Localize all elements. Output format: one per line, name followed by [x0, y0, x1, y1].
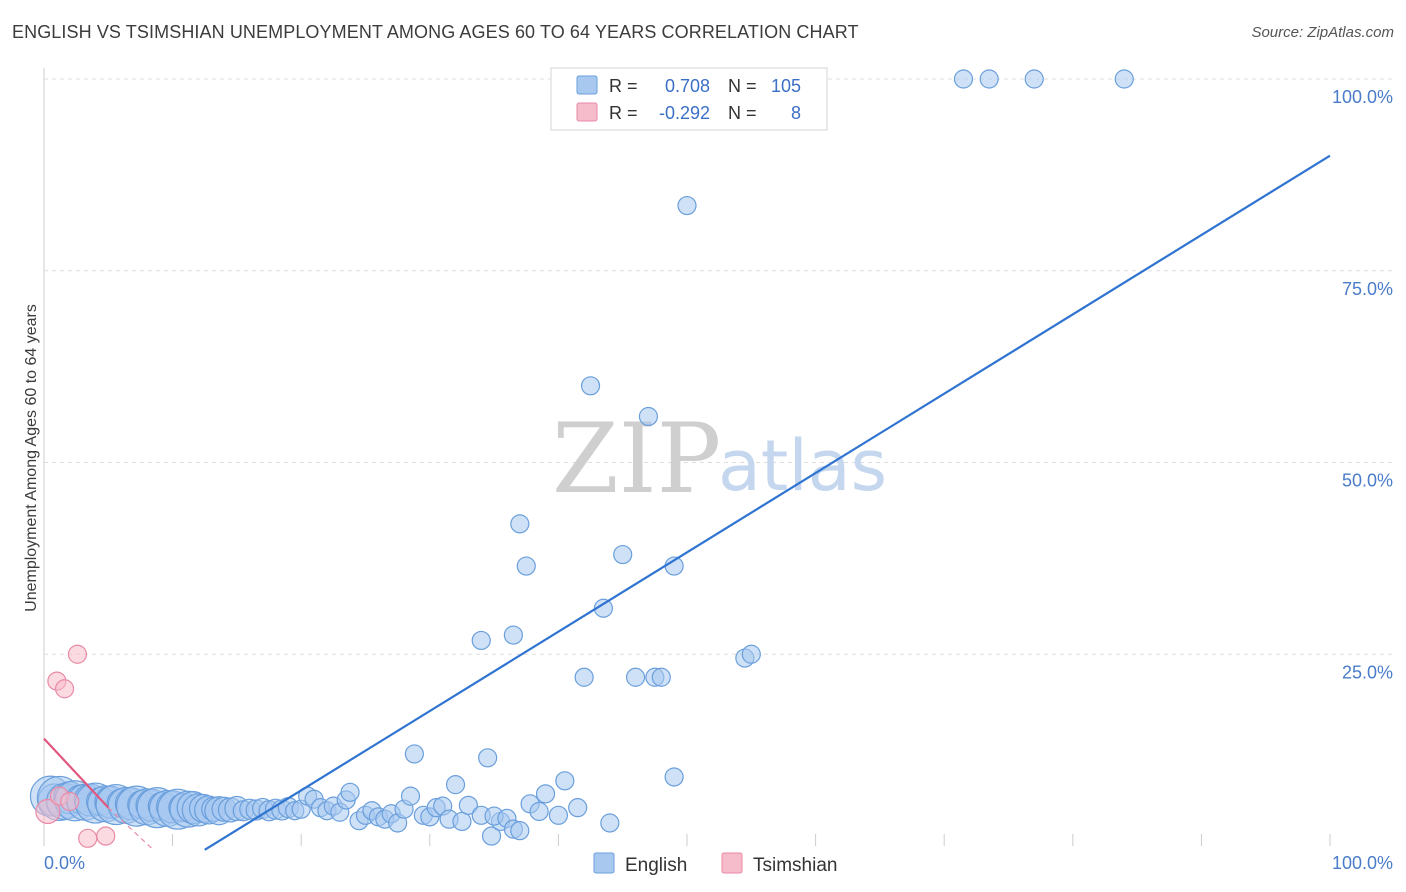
english-point: [613, 544, 633, 565]
english-point: [481, 826, 502, 846]
tsimshian-point: [78, 828, 98, 848]
english-point: [535, 784, 556, 804]
y-tick-label-50: 50.0%: [1342, 471, 1393, 491]
legend-swatch-english: [576, 75, 598, 95]
legend-r-value-english: 0.708: [665, 76, 710, 96]
tsimshian-trendline: [43, 737, 110, 809]
english-point: [478, 748, 498, 768]
y-tick-label-25: 25.0%: [1342, 662, 1393, 682]
y-tick-label-75: 75.0%: [1342, 279, 1393, 299]
y-axis-tick-labels: 25.0% 50.0% 75.0% 100.0%: [1332, 87, 1393, 682]
chart-title: ENGLISH VS TSIMSHIAN UNEMPLOYMENT AMONG …: [12, 22, 859, 42]
legend-r-label-tsimshian: R =: [609, 103, 638, 123]
english-point: [340, 782, 360, 802]
english-point: [979, 69, 999, 89]
english-point: [471, 630, 491, 651]
english-trendline: [204, 154, 1331, 851]
series-legend: English Tsimshian: [593, 852, 837, 876]
english-point: [516, 556, 536, 576]
trendlines: [43, 154, 1331, 851]
tsimshian-point: [35, 798, 61, 825]
english-point: [510, 821, 530, 841]
english-point: [677, 195, 697, 216]
english-point: [1024, 69, 1044, 89]
english-point: [445, 775, 466, 795]
tsimshian-point: [60, 791, 80, 812]
tsimshian-points: [35, 644, 116, 848]
tsimshian-point: [67, 644, 88, 664]
english-point: [574, 667, 594, 687]
tsimshian-point: [54, 679, 75, 699]
english-point: [458, 795, 478, 815]
legend-n-label-english: N =: [728, 76, 757, 96]
legend-n-value-english: 105: [771, 76, 801, 96]
english-point: [529, 801, 549, 822]
x-tick-label-left: 0.0%: [44, 853, 85, 873]
english-point: [664, 767, 684, 787]
english-point: [503, 625, 523, 645]
y-axis-title: Unemployment Among Ages 60 to 64 years: [23, 304, 40, 612]
english-point: [548, 805, 569, 825]
bottom-legend-swatch-tsimshian: [721, 852, 743, 874]
english-point: [741, 644, 761, 664]
english-point: [953, 69, 974, 89]
bottom-legend-tsimshian: Tsimshian: [753, 855, 837, 876]
tsimshian-point: [96, 826, 116, 846]
english-point: [600, 813, 620, 833]
bottom-legend-swatch-english: [593, 852, 615, 874]
x-tick-label-right: 100.0%: [1332, 853, 1393, 873]
english-point: [651, 667, 671, 687]
english-point: [625, 667, 646, 687]
english-point: [452, 811, 472, 832]
english-point: [1114, 69, 1134, 89]
correlation-legend: R = 0.708 N = 105 R = -0.292 N = 8: [550, 67, 828, 131]
watermark-atlas: atlas: [718, 425, 887, 507]
legend-r-value-tsimshian: -0.292: [659, 103, 710, 123]
legend-n-label-tsimshian: N =: [728, 103, 757, 123]
x-axis-ticks: [172, 834, 1331, 846]
legend-n-value-tsimshian: 8: [791, 103, 801, 123]
legend-r-label-english: R =: [609, 76, 638, 96]
english-point: [404, 744, 424, 764]
english-point: [638, 406, 659, 427]
english-point: [555, 771, 575, 791]
bottom-legend-english: English: [625, 855, 687, 876]
tsimshian-trendline-extension: [107, 807, 154, 851]
legend-swatch-tsimshian: [576, 102, 598, 122]
source-label: Source: ZipAtlas.com: [1251, 24, 1394, 41]
english-point: [400, 786, 421, 806]
y-tick-label-100: 100.0%: [1332, 87, 1393, 107]
english-point: [580, 376, 601, 396]
english-point: [568, 798, 588, 818]
english-point: [510, 514, 530, 534]
watermark-zip: ZIP: [552, 403, 721, 515]
